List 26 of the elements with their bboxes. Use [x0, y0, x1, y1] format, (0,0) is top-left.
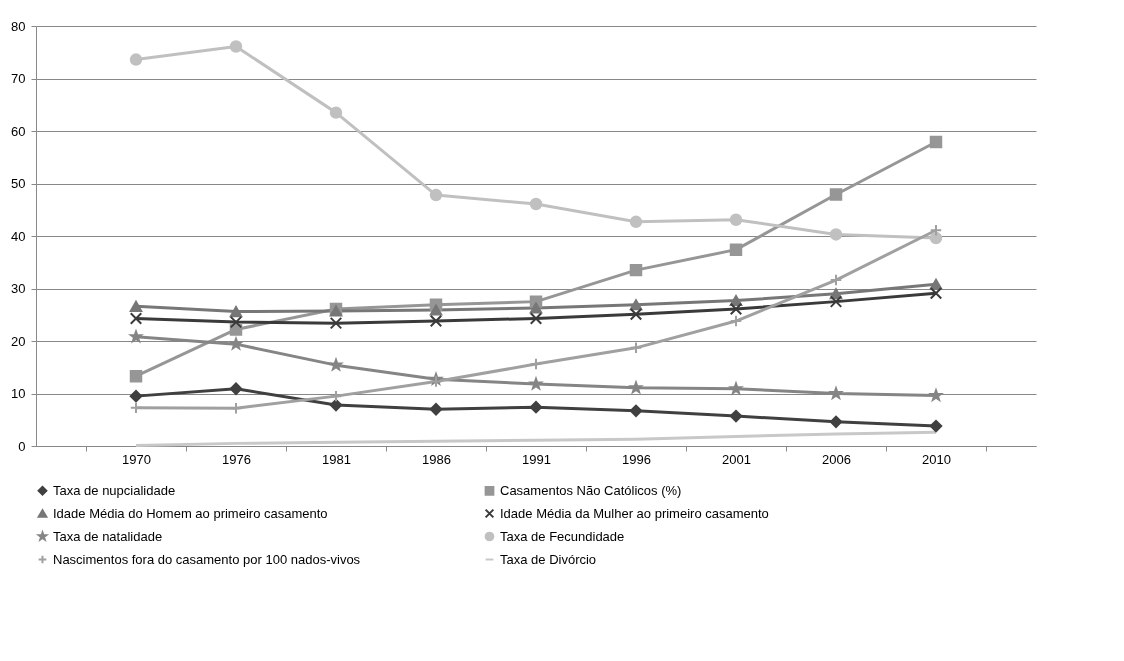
legend-label: Taxa de Fecundidade [500, 528, 625, 544]
x-tick-label: 2010 [922, 451, 951, 467]
y-tick-label: 40 [11, 228, 26, 244]
legend-label: Taxa de nupcialidade [53, 482, 176, 498]
x-tick-label: 2001 [722, 451, 751, 467]
legend-label: Nascimentos fora do casamento por 100 nados-vivos [53, 551, 361, 567]
x-tick-label: 2006 [822, 451, 851, 467]
x-tick-label: 1970 [122, 451, 151, 467]
x-tick-label: 1991 [522, 451, 551, 467]
y-tick-label: 10 [11, 386, 26, 401]
legend-label: Idade Média do Homem ao primeiro casamento [53, 505, 328, 521]
y-tick-label: 60 [11, 123, 26, 139]
y-tick-label: 80 [11, 18, 26, 34]
y-tick-label: 20 [11, 333, 26, 349]
legend-label: Taxa de natalidade [53, 528, 163, 544]
x-tick-label: 1986 [422, 451, 451, 467]
y-tick-label: 30 [11, 281, 26, 296]
y-tick-label: 0 [18, 438, 26, 454]
legend-label: Taxa de Divórcio [500, 551, 597, 567]
y-tick-label: 50 [11, 176, 26, 191]
x-tick-label: 1996 [622, 451, 651, 467]
x-tick-label: 1976 [222, 451, 251, 467]
legend-label: Idade Média da Mulher ao primeiro casamento [500, 505, 769, 521]
legend-label: Casamentos Não Católicos (%) [500, 482, 682, 498]
y-tick-label: 70 [11, 71, 26, 86]
x-tick-label: 1981 [322, 451, 351, 467]
